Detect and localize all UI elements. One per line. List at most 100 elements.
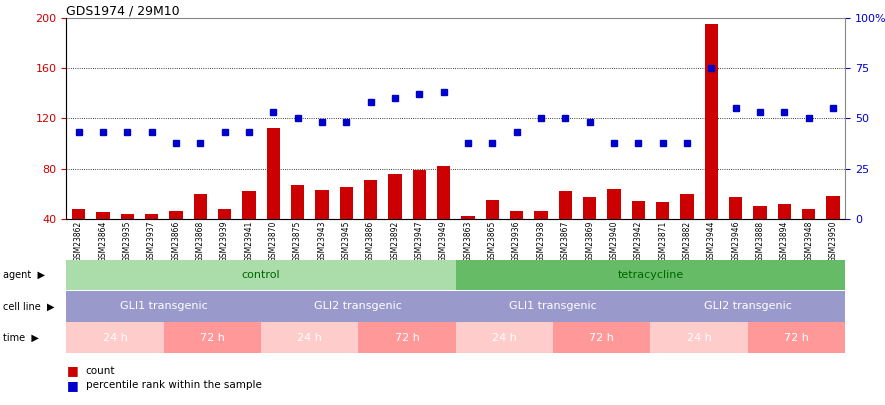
Bar bbox=[242, 191, 256, 219]
Bar bbox=[704, 24, 718, 219]
Bar bbox=[66, 291, 261, 322]
Bar bbox=[456, 260, 845, 290]
Text: GDS1974 / 29M10: GDS1974 / 29M10 bbox=[66, 4, 180, 17]
Bar bbox=[164, 322, 261, 353]
Text: time  ▶: time ▶ bbox=[3, 333, 39, 343]
Bar bbox=[748, 322, 845, 353]
Bar bbox=[261, 291, 456, 322]
Text: GLI2 transgenic: GLI2 transgenic bbox=[314, 301, 403, 311]
Bar bbox=[437, 166, 450, 219]
Text: GLI1 transgenic: GLI1 transgenic bbox=[509, 301, 597, 311]
Text: 24 h: 24 h bbox=[687, 333, 712, 343]
Bar bbox=[729, 197, 743, 219]
Text: GSM23944: GSM23944 bbox=[707, 221, 716, 262]
Text: GSM23946: GSM23946 bbox=[731, 221, 740, 262]
Text: 72 h: 72 h bbox=[395, 333, 419, 343]
Text: GSM23894: GSM23894 bbox=[780, 221, 789, 262]
Text: 72 h: 72 h bbox=[200, 333, 225, 343]
Text: GSM23940: GSM23940 bbox=[610, 221, 619, 262]
Bar bbox=[340, 188, 353, 219]
Bar bbox=[66, 260, 456, 290]
Text: GSM23882: GSM23882 bbox=[682, 221, 691, 262]
Bar bbox=[261, 322, 358, 353]
Bar bbox=[120, 214, 134, 219]
Text: GSM23868: GSM23868 bbox=[196, 221, 204, 262]
Text: tetracycline: tetracycline bbox=[618, 270, 683, 280]
Text: GSM23935: GSM23935 bbox=[123, 221, 132, 262]
Bar bbox=[607, 189, 620, 219]
Text: 72 h: 72 h bbox=[784, 333, 809, 343]
Text: GSM23888: GSM23888 bbox=[756, 221, 765, 262]
Text: GSM23866: GSM23866 bbox=[172, 221, 181, 262]
Bar bbox=[650, 291, 845, 322]
Bar bbox=[778, 204, 791, 219]
Bar bbox=[535, 211, 548, 219]
Text: cell line  ▶: cell line ▶ bbox=[3, 301, 54, 311]
Text: agent  ▶: agent ▶ bbox=[3, 270, 44, 280]
Bar bbox=[827, 196, 840, 219]
Text: 24 h: 24 h bbox=[297, 333, 322, 343]
Bar bbox=[681, 194, 694, 219]
Text: GSM23886: GSM23886 bbox=[366, 221, 375, 262]
Text: GSM23871: GSM23871 bbox=[658, 221, 667, 262]
Text: GLI2 transgenic: GLI2 transgenic bbox=[704, 301, 792, 311]
Bar bbox=[315, 190, 328, 219]
Text: GSM23862: GSM23862 bbox=[74, 221, 83, 262]
Bar bbox=[194, 194, 207, 219]
Bar bbox=[145, 214, 158, 219]
Text: ■: ■ bbox=[66, 364, 78, 377]
Text: 24 h: 24 h bbox=[103, 333, 127, 343]
Text: GSM23938: GSM23938 bbox=[536, 221, 545, 262]
Bar bbox=[456, 322, 553, 353]
Bar bbox=[753, 206, 766, 219]
Text: GSM23892: GSM23892 bbox=[390, 221, 399, 262]
Text: GSM23939: GSM23939 bbox=[220, 221, 229, 262]
Bar bbox=[656, 202, 669, 219]
Text: GSM23941: GSM23941 bbox=[244, 221, 253, 262]
Text: 24 h: 24 h bbox=[492, 333, 517, 343]
Text: GSM23945: GSM23945 bbox=[342, 221, 350, 262]
Bar bbox=[553, 322, 650, 353]
Text: GSM23863: GSM23863 bbox=[464, 221, 473, 262]
Bar bbox=[389, 174, 402, 219]
Bar bbox=[632, 201, 645, 219]
Bar bbox=[364, 180, 377, 219]
Bar bbox=[358, 322, 456, 353]
Text: percentile rank within the sample: percentile rank within the sample bbox=[86, 380, 262, 390]
Text: GSM23947: GSM23947 bbox=[415, 221, 424, 262]
Text: GSM23948: GSM23948 bbox=[804, 221, 813, 262]
Text: control: control bbox=[242, 270, 281, 280]
Bar bbox=[266, 128, 280, 219]
Text: GSM23875: GSM23875 bbox=[293, 221, 302, 262]
Bar bbox=[72, 209, 85, 219]
Text: GSM23864: GSM23864 bbox=[98, 221, 107, 262]
Bar bbox=[412, 170, 426, 219]
Bar bbox=[510, 211, 523, 219]
Text: GSM23950: GSM23950 bbox=[828, 221, 837, 262]
Text: GSM23942: GSM23942 bbox=[634, 221, 643, 262]
Bar bbox=[802, 209, 815, 219]
Text: ■: ■ bbox=[66, 379, 78, 392]
Text: GSM23870: GSM23870 bbox=[269, 221, 278, 262]
Bar bbox=[169, 211, 182, 219]
Bar bbox=[486, 200, 499, 219]
Bar bbox=[66, 322, 164, 353]
Text: GLI1 transgenic: GLI1 transgenic bbox=[119, 301, 208, 311]
Bar bbox=[291, 185, 304, 219]
Bar bbox=[583, 197, 596, 219]
Text: GSM23936: GSM23936 bbox=[512, 221, 521, 262]
Text: count: count bbox=[86, 366, 115, 376]
Text: GSM23943: GSM23943 bbox=[318, 221, 327, 262]
Text: GSM23949: GSM23949 bbox=[439, 221, 448, 262]
Bar bbox=[461, 216, 474, 219]
Bar bbox=[650, 322, 748, 353]
Text: GSM23937: GSM23937 bbox=[147, 221, 156, 262]
Text: GSM23869: GSM23869 bbox=[585, 221, 594, 262]
Bar bbox=[558, 191, 572, 219]
Text: 72 h: 72 h bbox=[589, 333, 614, 343]
Bar bbox=[218, 209, 231, 219]
Text: GSM23867: GSM23867 bbox=[561, 221, 570, 262]
Bar bbox=[96, 213, 110, 219]
Bar bbox=[456, 291, 650, 322]
Text: GSM23865: GSM23865 bbox=[488, 221, 496, 262]
